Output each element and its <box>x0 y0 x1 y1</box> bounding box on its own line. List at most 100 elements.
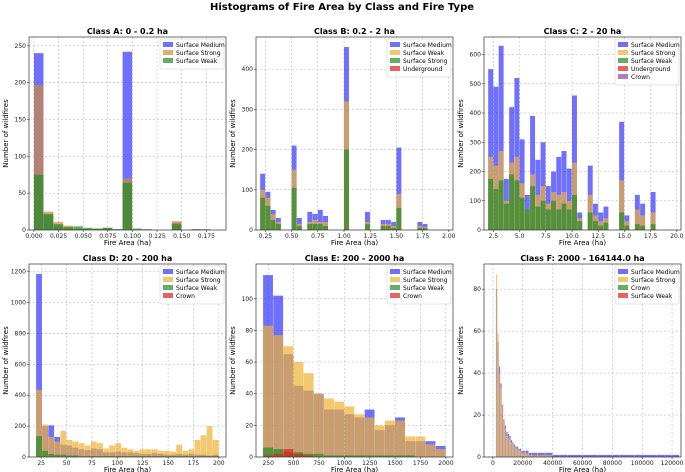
y-axis-label: Number of wildfires <box>2 326 10 395</box>
bar-surface-strong <box>344 406 355 457</box>
x-axis-label: Fire Area (ha) <box>331 239 379 247</box>
legend-swatch <box>390 66 400 71</box>
bar-surface-strong <box>513 446 516 457</box>
bar-surface-strong <box>619 180 625 230</box>
x-tick-label: 1.25 <box>364 233 378 240</box>
x-tick-label: 200 <box>213 460 225 467</box>
x-tick-label: 1000 <box>337 460 352 467</box>
bar-surface-strong <box>510 442 513 457</box>
bar-surface-weak <box>206 456 213 457</box>
legend-swatch <box>618 50 628 55</box>
bar-surface-strong <box>521 452 523 457</box>
legend-box <box>614 38 680 86</box>
bar-surface-weak <box>212 456 219 457</box>
bar-surface-medium <box>540 142 546 230</box>
axes-frame <box>483 36 682 231</box>
bar-surface-weak <box>493 189 499 230</box>
bar-surface-strong <box>396 207 402 230</box>
legend-label: Surface Strong <box>176 50 221 57</box>
x-tick-label: 25 <box>37 460 45 467</box>
axes-frame <box>28 36 227 231</box>
bar-surface-strong <box>509 440 511 457</box>
bar-surface-strong <box>206 426 213 457</box>
bar-surface-weak <box>587 212 593 230</box>
bar-surface-weak <box>603 222 609 230</box>
chart-panel-5: 0 20000 40000 60000 80000 100000 120000 0 20 40 60… <box>457 254 684 472</box>
bar-surface-weak <box>384 455 395 457</box>
bar-surface-strong <box>415 436 426 457</box>
bar-surface-strong <box>109 445 116 457</box>
panel-title: Class A: 0 - 0.2 ha <box>87 27 168 36</box>
bar-surface-strong <box>364 223 370 230</box>
bar-crown <box>283 449 294 457</box>
bar-crown <box>263 455 273 457</box>
bar-surface-strong <box>90 441 97 457</box>
bar-surface-weak <box>42 450 48 457</box>
bar-surface-weak <box>503 203 509 230</box>
bar-surface-medium <box>582 454 598 457</box>
legend-swatch <box>390 293 400 298</box>
bar-surface-medium <box>364 211 370 230</box>
legend-label: Crown <box>631 74 650 81</box>
bar-surface-strong <box>66 440 73 457</box>
bar-surface-weak <box>624 225 630 230</box>
bar-surface-strong <box>54 441 61 457</box>
y-tick-label: 100 <box>242 296 254 303</box>
bar-surface-strong <box>384 420 395 457</box>
legend-swatch <box>163 277 173 282</box>
legend-label: Surface Medium <box>403 269 452 276</box>
bar-surface-weak <box>498 180 504 230</box>
bar-surface-strong <box>97 443 103 457</box>
y-tick-label: 300 <box>242 106 254 113</box>
bar-crown <box>293 453 304 457</box>
x-tick-label: 0 <box>491 460 495 467</box>
bar-surface-strong <box>417 227 423 230</box>
bar-surface-strong <box>500 387 502 457</box>
bar-surface-weak <box>640 225 646 230</box>
bar-surface-weak <box>90 456 97 457</box>
chart-panel-4: 250 500 750 1000 1250 1500 1750 2000 0 20 40 60 80 10… <box>229 254 454 472</box>
bar-surface-weak <box>395 455 405 457</box>
chart-panel-1: 0.25 0.50 0.75 1.00 1.25 1.50 1.75 2.00 0 100 200 3… <box>229 27 456 247</box>
x-tick-label: 2000 <box>438 460 453 467</box>
legend-box <box>159 38 225 70</box>
bar-surface-strong <box>151 449 158 457</box>
bar-surface-weak <box>561 203 567 230</box>
bar-surface-weak <box>334 455 345 457</box>
x-tick-label: 7.5 <box>541 233 551 240</box>
x-tick-label: 125 <box>137 460 149 467</box>
chart-panel-0: 0.000 0.025 0.050 0.075 0.100 0.125 0.150 0.175… <box>2 27 227 247</box>
x-tick-label: 75 <box>88 460 96 467</box>
bar-surface-strong <box>354 414 365 457</box>
y-axis-label: Number of wildfires <box>229 99 237 168</box>
bar-surface-medium <box>598 212 604 230</box>
bar-surface-medium <box>36 274 42 457</box>
bar-surface-medium <box>561 151 567 230</box>
legend-label: Surface Medium <box>631 269 680 276</box>
bar-surface-weak <box>43 213 54 230</box>
bar-surface-weak <box>519 197 525 230</box>
legend-box <box>386 265 452 305</box>
bar-surface-weak <box>535 206 541 230</box>
legend-swatch <box>163 293 173 298</box>
bar-surface-strong <box>72 441 79 457</box>
bar-surface-strong <box>504 427 507 457</box>
x-tick-label: 0.050 <box>75 233 92 240</box>
bar-surface-strong <box>283 346 294 457</box>
bar-surface-strong <box>634 209 640 230</box>
y-tick-label: 400 <box>242 66 254 73</box>
y-tick-label: 80 <box>245 327 253 334</box>
bar-surface-strong <box>194 440 201 457</box>
legend-label: Surface Strong <box>631 277 676 284</box>
legend-swatch <box>163 50 173 55</box>
bar-surface-weak <box>83 227 93 230</box>
bar-surface-strong <box>265 205 271 230</box>
y-tick-label: 200 <box>242 147 254 154</box>
y-tick-label: 100 <box>15 153 27 160</box>
y-tick-label: 50 <box>18 190 26 197</box>
bar-surface-weak <box>66 455 73 457</box>
bar-surface-medium <box>619 454 635 457</box>
y-tick-label: 100 <box>242 187 254 194</box>
x-tick-label: 0.150 <box>173 233 190 240</box>
bar-surface-strong <box>275 223 281 230</box>
